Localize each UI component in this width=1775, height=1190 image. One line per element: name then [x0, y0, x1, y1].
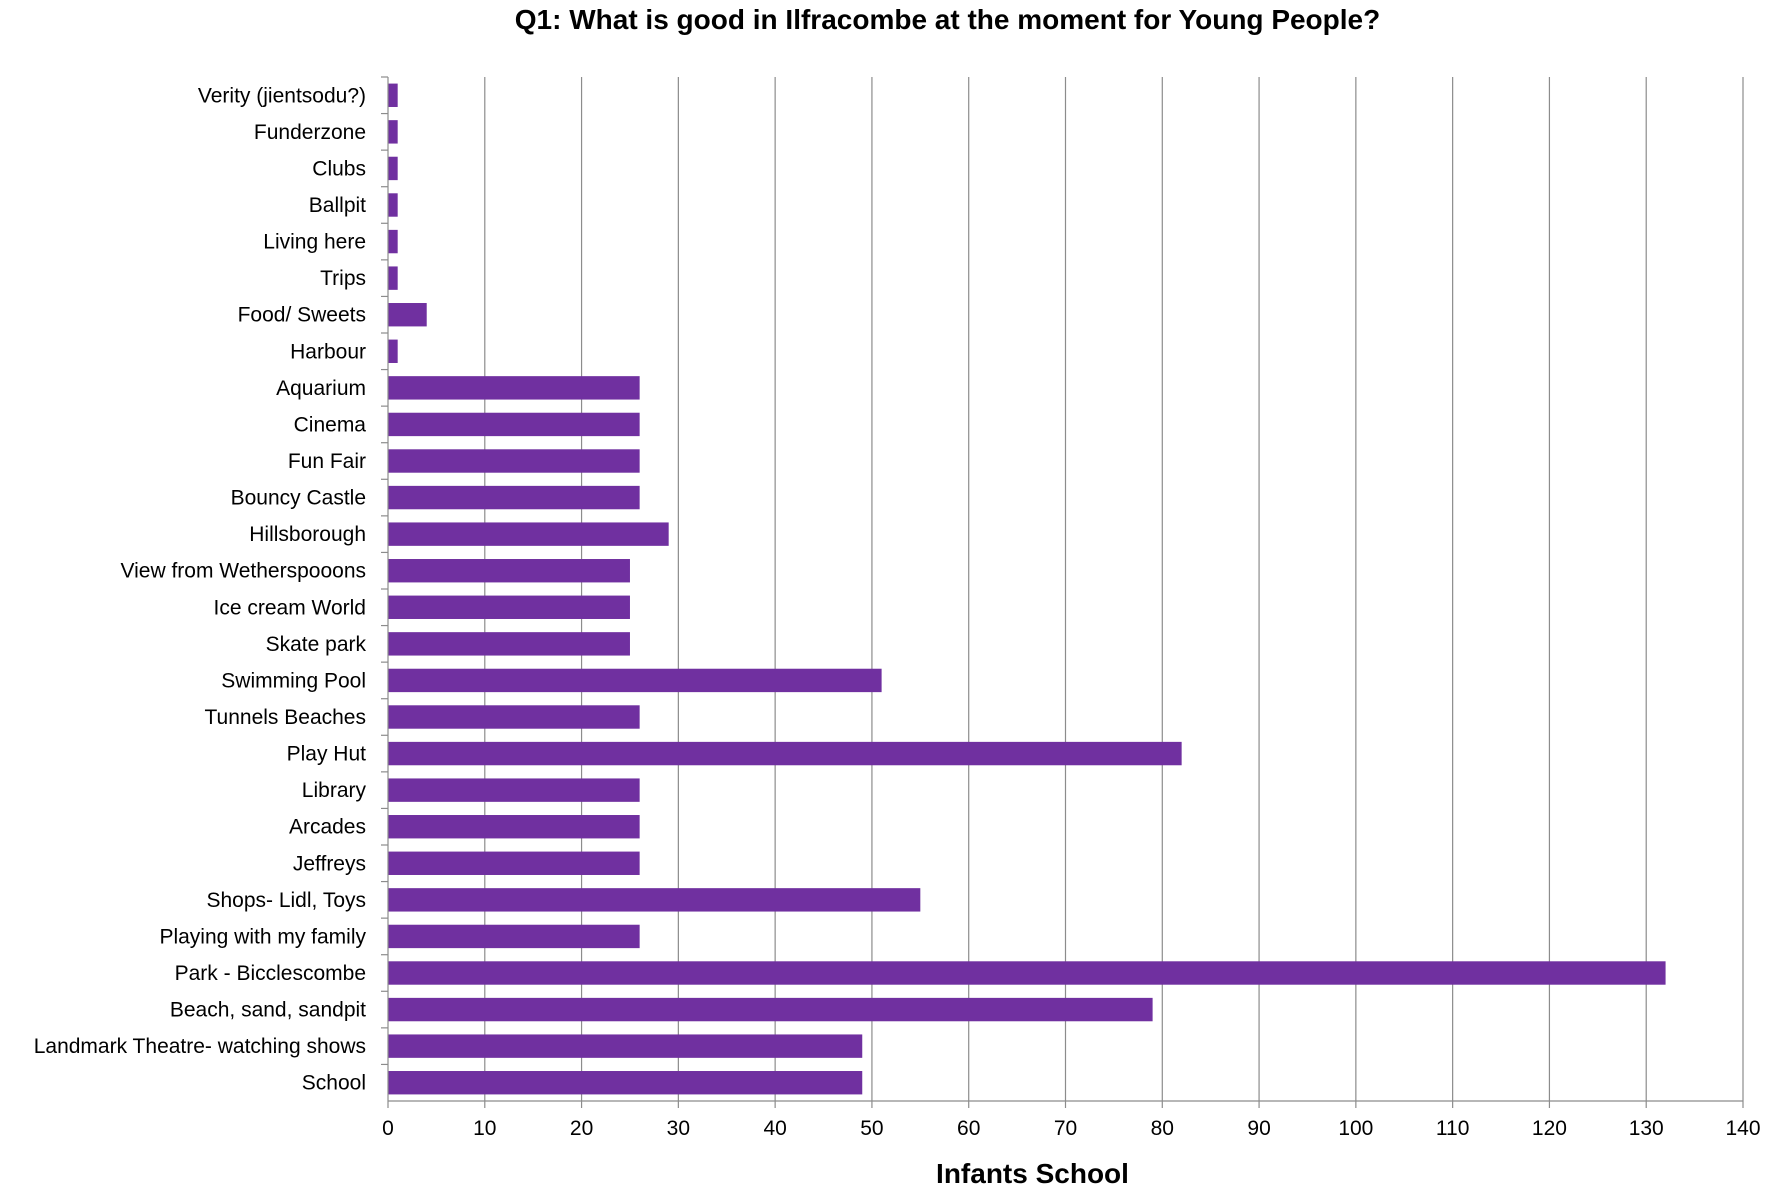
category-label: Park - Bicclescombe: [175, 962, 366, 985]
bar: [388, 851, 640, 875]
bar: [388, 924, 640, 949]
category-label: Trips: [320, 267, 366, 290]
bar: [388, 449, 640, 473]
x-tick-label: 20: [570, 1117, 593, 1140]
category-label: Funderzone: [254, 121, 366, 144]
bar: [388, 522, 669, 546]
x-tick-label: 40: [763, 1117, 786, 1140]
x-tick-label: 10: [473, 1117, 496, 1140]
category-label: Beach, sand, sandpit: [170, 999, 366, 1022]
bar: [388, 815, 640, 839]
bar: [388, 632, 630, 656]
category-label: Bouncy Castle: [231, 487, 366, 510]
x-axis-title: Infants School: [936, 1158, 1129, 1189]
category-label: Hillsborough: [249, 523, 366, 546]
x-tick-label: 30: [667, 1117, 690, 1140]
bar: [388, 595, 630, 619]
category-label: Harbour: [290, 340, 366, 363]
bar: [388, 193, 398, 217]
x-tick-label: 140: [1725, 1117, 1760, 1140]
x-tick-label: 90: [1247, 1117, 1270, 1140]
category-label: Tunnels Beaches: [205, 706, 367, 729]
category-label: Jeffreys: [293, 852, 366, 875]
category-label: Living here: [263, 231, 366, 254]
x-tick-label: 100: [1338, 1117, 1373, 1140]
bar: [388, 339, 398, 363]
x-tick-label: 80: [1151, 1117, 1174, 1140]
category-label: View from Wetherspooons: [120, 560, 366, 583]
category-label: Cinema: [294, 413, 367, 436]
bar: [388, 668, 882, 693]
category-label: Skate park: [266, 633, 367, 656]
x-tick-label: 0: [382, 1117, 394, 1140]
x-tick-label: 120: [1532, 1117, 1567, 1140]
bar: [388, 266, 398, 290]
bar: [388, 412, 640, 437]
bar: [388, 83, 398, 107]
axes: [381, 76, 1744, 1108]
category-label: Landmark Theatre- watching shows: [34, 1035, 366, 1058]
bar: [388, 1071, 863, 1095]
x-tick-label: 130: [1629, 1117, 1664, 1140]
category-label: Ice cream World: [214, 596, 367, 619]
bar: [388, 559, 630, 583]
bar: [388, 156, 398, 181]
category-label: Verity (jientsodu?): [198, 84, 366, 107]
bar: [388, 229, 398, 254]
gridlines: [484, 77, 1744, 1101]
bar: [388, 741, 1182, 766]
bar: [388, 705, 640, 729]
category-label: Ballpit: [309, 194, 366, 217]
bar: [388, 778, 640, 802]
category-label: School: [302, 1072, 366, 1095]
bar: [388, 303, 427, 327]
x-tick-label: 60: [957, 1117, 980, 1140]
bar: [388, 888, 921, 912]
chart-title: Q1: What is good in Ilfracombe at the mo…: [514, 4, 1381, 35]
bar: [388, 120, 398, 144]
category-label: Playing with my family: [159, 925, 366, 948]
category-labels: Verity (jientsodu?) Funderzone Clubs Ballpi…: [34, 84, 367, 1094]
category-label: Library: [302, 779, 367, 802]
category-label: Clubs: [312, 157, 366, 180]
category-label: Arcades: [289, 816, 366, 839]
bar: [388, 376, 640, 400]
category-label: Swimming Pool: [221, 669, 366, 692]
category-label: Food/ Sweets: [238, 304, 366, 327]
bar: [388, 485, 640, 510]
x-tick-label: 110: [1436, 1117, 1469, 1140]
bars: [388, 83, 1666, 1095]
bar: [388, 997, 1153, 1022]
category-label: Shops- Lidl, Toys: [206, 889, 366, 912]
category-label: Fun Fair: [288, 450, 366, 473]
bar: [388, 961, 1666, 985]
category-label: Play Hut: [287, 743, 367, 766]
x-tick-label: 70: [1054, 1117, 1077, 1140]
x-tick-label: 50: [860, 1117, 883, 1140]
category-label: Aquarium: [276, 377, 366, 400]
bar: [388, 1034, 863, 1058]
x-tick-labels: 0 10 20 30 40 50 60 70 80 90 100 110 120 130 140: [382, 1117, 1760, 1140]
